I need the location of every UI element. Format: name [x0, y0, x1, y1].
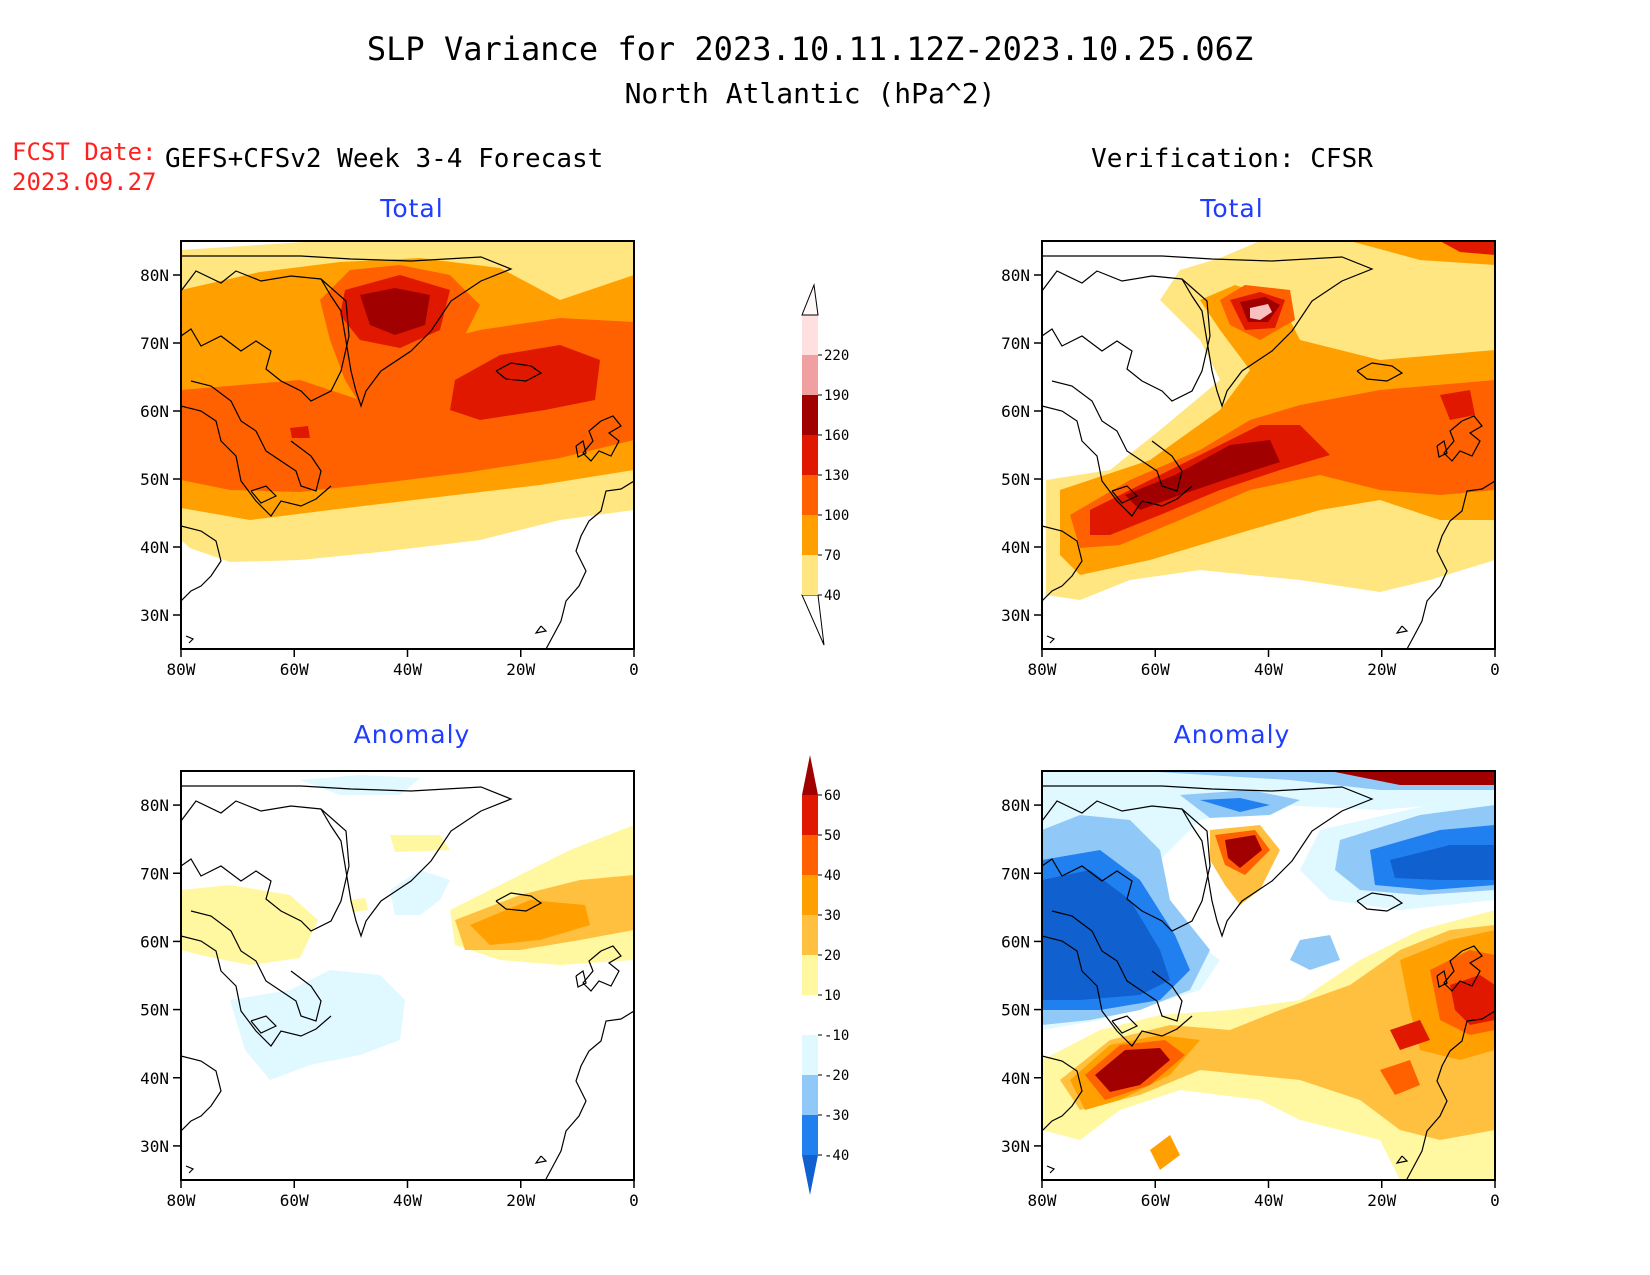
colorbar-segment	[802, 875, 818, 915]
fcst-date-label: FCST Date:	[12, 138, 157, 166]
verification-anomaly-lon-label: 0	[1490, 1191, 1500, 1210]
forecast-total-lat-label: 30N	[140, 606, 169, 625]
fcst-date-value: 2023.09.27	[12, 168, 157, 196]
forecast-total-lon-label: 40W	[393, 660, 422, 679]
verification-total-lat-label: 50N	[1001, 470, 1030, 489]
forecast-anomaly-lat-label: 50N	[140, 1001, 169, 1020]
forecast-anomaly-lat-label: 60N	[140, 932, 169, 951]
forecast-total-map	[180, 240, 635, 650]
forecast-anomaly-title: Anomaly	[354, 720, 471, 749]
forecast-total-lon-label: 80W	[167, 660, 196, 679]
verification-anomaly-lat-label: 80N	[1001, 796, 1030, 815]
colorbar-total-label: 40	[824, 588, 841, 604]
verification-anomaly-lon-label: 40W	[1254, 1191, 1283, 1210]
colorbar-total-label: 100	[824, 508, 849, 524]
verification-anomaly-lat-label: 50N	[1001, 1001, 1030, 1020]
verification-anomaly-lat-label: 70N	[1001, 864, 1030, 883]
forecast-total-lon-label: 0	[629, 660, 639, 679]
forecast-anomaly-lon-label: 0	[629, 1191, 639, 1210]
verification-total-lon-label: 20W	[1367, 660, 1396, 679]
verification-total-map	[1041, 240, 1496, 650]
verification-total-title: Total	[1199, 194, 1263, 223]
colorbar-upper-arrow	[801, 283, 819, 316]
verification-total-lon-label: 60W	[1141, 660, 1170, 679]
colorbar-segment	[802, 395, 818, 435]
colorbar-anomaly-label: -20	[824, 1068, 849, 1084]
forecast-anomaly-lon-label: 40W	[393, 1191, 422, 1210]
forecast-total-lat-label: 60N	[140, 402, 169, 421]
colorbar-segment	[802, 1035, 818, 1075]
verification-anomaly-lat-label: 40N	[1001, 1069, 1030, 1088]
verification-total-lat-label: 70N	[1001, 334, 1030, 353]
colorbar-segment	[802, 915, 818, 955]
forecast-total-lon-label: 60W	[280, 660, 309, 679]
colorbar-anomaly-label: 10	[824, 988, 841, 1004]
verification-heading: Verification: CFSR	[1091, 144, 1373, 174]
figure-subtitle: North Atlantic (hPa^2)	[625, 77, 996, 110]
forecast-total-lat-label: 80N	[140, 266, 169, 285]
colorbar-lower-arrow	[801, 594, 825, 646]
forecast-anomaly-lat-label: 30N	[140, 1137, 169, 1156]
colorbar-segment	[802, 795, 818, 835]
forecast-total-lon-label: 20W	[506, 660, 535, 679]
forecast-anomaly-lon-label: 80W	[167, 1191, 196, 1210]
verification-total-lon-label: 80W	[1028, 660, 1057, 679]
colorbar-anomaly-label: 50	[824, 828, 841, 844]
colorbar-segment	[802, 555, 818, 595]
verification-anomaly-lat-label: 30N	[1001, 1137, 1030, 1156]
axes-layer: 80N 70N 60N 50N 40N 30N 80W 60W 40W 20W 0 80N 70N 60N…	[140, 266, 1500, 1210]
colorbar-anomaly-label: 40	[824, 868, 841, 884]
colorbar-anomaly-label: -30	[824, 1108, 849, 1124]
verification-anomaly-lon-label: 20W	[1367, 1191, 1396, 1210]
forecast-anomaly-lat-label: 70N	[140, 864, 169, 883]
colorbar-anomaly-label: -10	[824, 1028, 849, 1044]
colorbar-segment	[802, 835, 818, 875]
colorbar-segment	[802, 355, 818, 395]
colorbar-total-label: 220	[824, 348, 849, 364]
verification-anomaly-lon-label: 80W	[1028, 1191, 1057, 1210]
anomaly-colorbar: -40 -30 -20 -10 10 20 30 40 50 60	[802, 755, 849, 1195]
figure-title: SLP Variance for 2023.10.11.12Z-2023.10.…	[367, 30, 1253, 68]
verification-total-lat-label: 60N	[1001, 402, 1030, 421]
colorbar-segment	[802, 955, 818, 995]
colorbar-segment	[802, 1075, 818, 1115]
verification-total-lon-label: 0	[1490, 660, 1500, 679]
colorbar-total-label: 130	[824, 468, 849, 484]
verification-anomaly-lat-label: 60N	[1001, 932, 1030, 951]
verification-total-lat-label: 80N	[1001, 266, 1030, 285]
colorbar-total-label: 70	[824, 548, 841, 564]
total-colorbar: 40 70 100 130 160 190 220	[801, 283, 849, 646]
colorbar-upper-arrow	[802, 755, 818, 795]
colorbar-segment	[802, 475, 818, 515]
colorbar-anomaly-label: 30	[824, 908, 841, 924]
forecast-anomaly-lat-label: 80N	[140, 796, 169, 815]
forecast-total-lat-label: 70N	[140, 334, 169, 353]
colorbar-anomaly-label: 60	[824, 788, 841, 804]
forecast-heading: GEFS+CFSv2 Week 3-4 Forecast	[165, 144, 603, 174]
forecast-total-lat-label: 50N	[140, 470, 169, 489]
forecast-anomaly-map	[180, 770, 635, 1181]
colorbar-total-label: 160	[824, 428, 849, 444]
colorbar-segment	[802, 435, 818, 475]
forecast-anomaly-lon-label: 20W	[506, 1191, 535, 1210]
colorbar-lower-arrow	[802, 1155, 818, 1195]
forecast-total-lat-label: 40N	[140, 538, 169, 557]
colorbar-segment	[802, 1115, 818, 1155]
colorbar-segment	[802, 515, 818, 555]
forecast-total-title: Total	[379, 194, 443, 223]
colorbar-anomaly-label: 20	[824, 948, 841, 964]
colorbar-anomaly-label: -40	[824, 1148, 849, 1164]
verification-anomaly-lon-label: 60W	[1141, 1191, 1170, 1210]
verification-total-lat-label: 40N	[1001, 538, 1030, 557]
verification-anomaly-title: Anomaly	[1174, 720, 1291, 749]
verification-total-lat-label: 30N	[1001, 606, 1030, 625]
colorbar-total-label: 190	[824, 388, 849, 404]
forecast-anomaly-lat-label: 40N	[140, 1069, 169, 1088]
colorbar-segment	[802, 995, 818, 1035]
forecast-anomaly-lon-label: 60W	[280, 1191, 309, 1210]
colorbar-segment	[802, 315, 818, 355]
verification-anomaly-map	[1041, 770, 1496, 1181]
verification-total-lon-label: 40W	[1254, 660, 1283, 679]
